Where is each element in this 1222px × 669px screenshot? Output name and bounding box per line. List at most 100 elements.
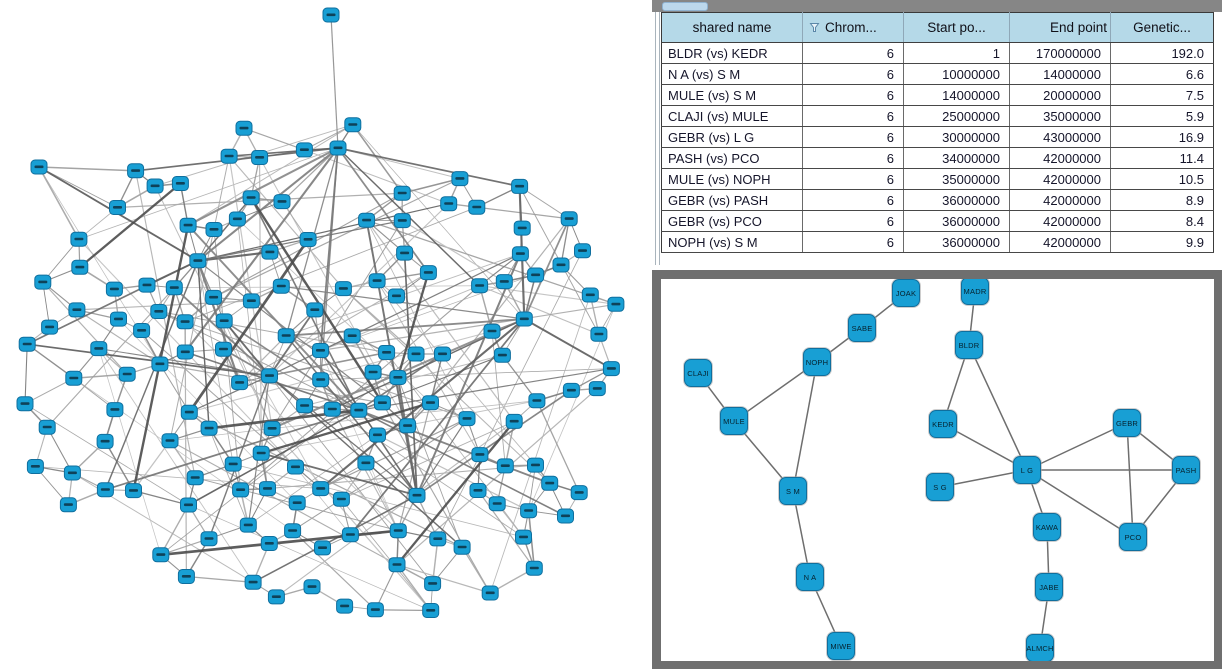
cell-value[interactable]: 6 — [802, 210, 904, 232]
table-row[interactable]: BLDR (vs) KEDR 6 1 170000000 192.0 — [661, 42, 1214, 64]
overview-network-node[interactable] — [260, 536, 278, 551]
overview-network-node[interactable] — [590, 326, 608, 342]
overview-network-node[interactable] — [388, 288, 405, 304]
overview-network-node[interactable] — [513, 220, 531, 236]
overview-network-node[interactable] — [557, 508, 574, 524]
overview-network-node[interactable] — [251, 150, 269, 165]
overview-network-node[interactable] — [186, 470, 204, 486]
overview-network-node[interactable] — [242, 293, 260, 309]
overview-network-node[interactable] — [68, 302, 86, 318]
table-row[interactable]: MULE (vs) S M 6 14000000 20000000 7.5 — [661, 84, 1214, 106]
cell-value[interactable]: 20000000 — [1009, 84, 1111, 106]
cell-value[interactable]: 42000000 — [1009, 147, 1111, 169]
overview-network-node[interactable] — [388, 557, 406, 573]
overview-network-node[interactable] — [105, 281, 123, 297]
subnetwork-node-bldr[interactable]: BLDR — [955, 331, 983, 359]
overview-network-node[interactable] — [26, 459, 44, 474]
overview-network-node[interactable] — [560, 211, 578, 227]
overview-network-node[interactable] — [70, 231, 88, 247]
overview-network-node[interactable] — [481, 585, 499, 601]
table-row[interactable]: MULE (vs) NOPH 6 35000000 42000000 10.5 — [661, 168, 1214, 190]
subnetwork-node-pash[interactable]: PASH — [1172, 456, 1200, 484]
overview-network-node[interactable] — [90, 341, 108, 357]
overview-network-node[interactable] — [483, 323, 501, 339]
overview-network-node[interactable] — [133, 323, 151, 338]
overview-network-node[interactable] — [323, 401, 341, 417]
overview-network-node[interactable] — [496, 458, 514, 474]
overview-network-node[interactable] — [314, 540, 331, 556]
overview-network-node[interactable] — [231, 375, 249, 391]
overview-network-node[interactable] — [152, 547, 170, 563]
column-header-0[interactable]: shared name — [661, 12, 803, 43]
overview-network-node[interactable] — [527, 267, 545, 283]
overview-network-node[interactable] — [581, 287, 599, 303]
overview-network-node[interactable] — [574, 243, 591, 259]
overview-network-node[interactable] — [263, 421, 281, 436]
overview-network-node[interactable] — [299, 232, 317, 247]
cell-value[interactable]: 10000000 — [903, 63, 1010, 85]
subnetwork-edge[interactable] — [792, 490, 811, 578]
overview-network-node[interactable] — [341, 527, 359, 543]
overview-network-node[interactable] — [399, 418, 417, 434]
overview-network-canvas[interactable] — [0, 0, 652, 669]
column-header-3[interactable]: End point — [1009, 12, 1111, 43]
overview-network-node[interactable] — [358, 212, 376, 228]
overview-network-node[interactable] — [215, 341, 232, 357]
cell-value[interactable]: 35000000 — [1009, 105, 1111, 127]
subnetwork-node-gebr[interactable]: GEBR — [1113, 409, 1141, 437]
subnetwork-node-mule[interactable]: MULE — [720, 407, 748, 435]
overview-network-node[interactable] — [63, 465, 81, 481]
overview-network-node[interactable] — [389, 523, 407, 539]
cell-value[interactable]: 42000000 — [1009, 189, 1111, 211]
overview-network-node[interactable] — [422, 603, 440, 618]
overview-network-node[interactable] — [180, 497, 197, 513]
cell-value[interactable]: 14000000 — [1009, 63, 1111, 85]
overview-network-node[interactable] — [96, 482, 114, 498]
overview-network-node[interactable] — [453, 539, 471, 555]
overview-network-node[interactable] — [235, 120, 253, 136]
overview-network-node[interactable] — [434, 346, 451, 362]
subnetwork-node-kawa[interactable]: KAWA — [1033, 513, 1061, 541]
overview-network-node[interactable] — [378, 345, 396, 360]
table-row[interactable]: N A (vs) S M 6 10000000 14000000 6.6 — [661, 63, 1214, 85]
overview-network-node[interactable] — [267, 589, 285, 605]
subnetwork-node-pco[interactable]: PCO — [1119, 523, 1147, 551]
subnetwork-edge[interactable] — [968, 344, 1028, 471]
cell-value[interactable]: 6 — [802, 168, 904, 190]
cell-value[interactable]: 42000000 — [1009, 231, 1111, 253]
overview-network-node[interactable] — [220, 148, 238, 164]
overview-network-node[interactable] — [451, 171, 469, 187]
overview-network-node[interactable] — [552, 257, 570, 273]
subnetwork-node-s-g[interactable]: S G — [926, 473, 954, 501]
cell-value[interactable]: 5.9 — [1110, 105, 1214, 127]
table-top-scrollbar-track[interactable] — [652, 0, 1222, 12]
overview-network-node[interactable] — [110, 311, 127, 327]
overview-network-node[interactable] — [389, 370, 407, 385]
overview-network-node[interactable] — [127, 163, 145, 179]
cell-value[interactable]: 6 — [802, 63, 904, 85]
overview-network-node[interactable] — [322, 7, 340, 23]
overview-network-node[interactable] — [364, 364, 382, 380]
overview-network-node[interactable] — [38, 419, 56, 435]
overview-network-node[interactable] — [272, 278, 290, 294]
subnetwork-node-claji[interactable]: CLAJI — [684, 359, 712, 387]
overview-network-node[interactable] — [344, 117, 362, 133]
cell-value[interactable]: 9.9 — [1110, 231, 1214, 253]
overview-network-node[interactable] — [312, 481, 330, 497]
overview-network-node[interactable] — [189, 253, 207, 269]
cell-shared-name[interactable]: CLAJI (vs) MULE — [661, 105, 803, 127]
overview-network-node[interactable] — [277, 328, 295, 344]
cell-value[interactable]: 6 — [802, 84, 904, 106]
column-header-1[interactable]: Chrom... — [802, 12, 904, 43]
overview-network-node[interactable] — [71, 259, 89, 275]
cell-value[interactable]: 170000000 — [1009, 42, 1111, 64]
cell-value[interactable]: 1 — [903, 42, 1010, 64]
overview-network-node[interactable] — [471, 278, 489, 294]
overview-network-node[interactable] — [332, 491, 350, 507]
overview-network-node[interactable] — [329, 140, 347, 156]
overview-network-node[interactable] — [288, 495, 306, 511]
overview-network-node[interactable] — [570, 485, 588, 501]
overview-network-node[interactable] — [151, 356, 169, 372]
overview-network-node[interactable] — [109, 200, 126, 215]
table-row[interactable]: GEBR (vs) PCO 6 36000000 42000000 8.4 — [661, 210, 1214, 232]
